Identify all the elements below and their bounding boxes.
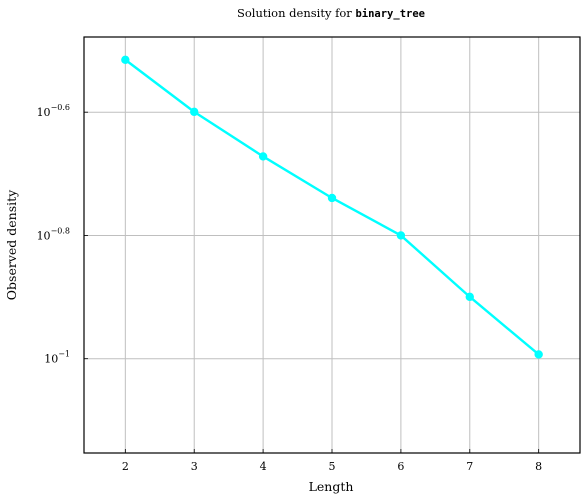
- x-tick-label: 6: [397, 460, 404, 473]
- data-point: [396, 231, 406, 240]
- y-axis-label: Observed density: [4, 189, 19, 300]
- chart-title: Solution density for binary_tree: [237, 6, 425, 20]
- x-tick-label: 7: [466, 460, 473, 473]
- data-point: [190, 107, 199, 117]
- y-tick-label: 10−0.8: [37, 226, 70, 242]
- x-tick-label: 5: [329, 460, 336, 473]
- data-point: [258, 152, 268, 161]
- y-tick-exponent: −1: [58, 350, 70, 359]
- data-point: [534, 350, 543, 359]
- y-tick-exponent: −0.6: [51, 103, 70, 112]
- x-tick-label: 4: [260, 460, 267, 473]
- grid: [84, 37, 580, 453]
- data-point: [121, 55, 130, 64]
- y-tick-label: 10−1: [44, 350, 70, 366]
- y-tick-exponent: −0.8: [51, 226, 70, 235]
- x-tick-label: 2: [122, 460, 129, 473]
- x-tick-label: 3: [191, 460, 198, 473]
- chart-title-prefix: Solution density for: [237, 6, 355, 20]
- data-point: [465, 292, 474, 302]
- y-tick-base: 10: [37, 106, 51, 119]
- chart-title-code: binary_tree: [355, 8, 425, 20]
- y-tick-base: 10: [44, 353, 58, 366]
- y-axis-ticks: 10−0.610−0.810−1: [37, 103, 88, 366]
- x-tick-label: 8: [535, 460, 542, 473]
- x-axis-ticks: 2 3 4 5 6 7 8: [122, 449, 542, 473]
- x-axis-label: Length: [309, 479, 354, 494]
- data-point: [327, 193, 337, 203]
- y-tick-base: 10: [37, 229, 51, 242]
- series-binary-tree: [121, 55, 543, 359]
- y-tick-label: 10−0.6: [37, 103, 70, 119]
